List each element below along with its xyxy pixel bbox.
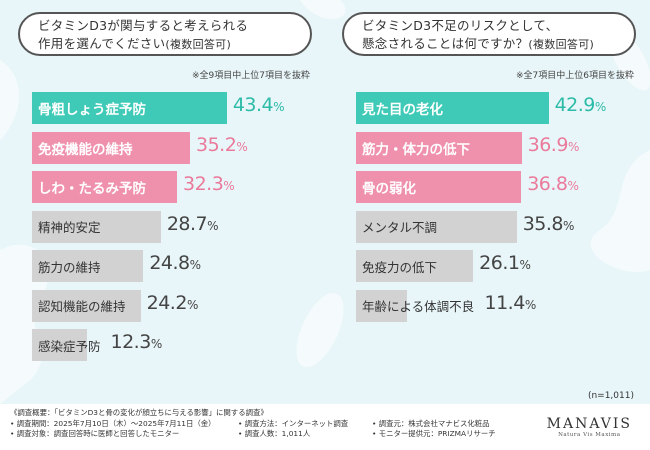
right-bar-value: 26.1% xyxy=(479,252,531,274)
footer-survey-target: • 調査対象：調査回答時に医師と回答したモニター xyxy=(10,429,180,438)
right-bar-value: 36.9% xyxy=(527,133,580,156)
right-title-line1: ビタミンD3不足のリスクとして、 xyxy=(362,18,559,33)
footer-survey-method: • 調査方法：インターネット調査 xyxy=(238,418,349,428)
right-bar: 骨の弱化 xyxy=(356,171,522,203)
logo-subtext: Natura Vis Maxima xyxy=(558,432,621,438)
right-bar-value: 11.4% xyxy=(484,291,537,314)
right-bar-value: 35.8% xyxy=(522,212,575,235)
right-title-line2: 懸念されることは何ですか？ xyxy=(362,36,529,51)
footer-col1: 《調査概要：「ビタミンD3と骨の変化が顔立ちに与える影響」に関する調査》 • 調… xyxy=(10,408,268,440)
left-title-suffix: (複数回答可) xyxy=(165,38,232,51)
footer-col2: • 調査方法：インターネット調査 • 調査人数：1,011人 xyxy=(238,419,348,440)
left-bar: 筋力の維持 xyxy=(32,250,144,282)
left-bar-label: 筋力の維持 xyxy=(38,259,101,275)
left-panel: ビタミンD3が関与すると考えられる 作用を選んでください(複数回答可) ※全9項… xyxy=(18,0,318,392)
footer-survey-title: 《調査概要：「ビタミンD3と骨の変化が顔立ちに与える影響」に関する調査》 xyxy=(10,408,268,417)
left-bar-value: 24.2% xyxy=(146,291,199,314)
right-bar: 筋力・体力の低下 xyxy=(356,131,522,164)
left-bar-value: 35.2% xyxy=(196,133,248,156)
right-title: ビタミンD3不足のリスクとして、 懸念されることは何ですか？(複数回答可) xyxy=(342,12,636,56)
left-bar-label: 骨粗しょう症予防 xyxy=(38,102,146,118)
right-bar-value: 36.8% xyxy=(527,173,579,195)
left-bar: 認知機能の維持 xyxy=(32,289,141,322)
left-bar-label: しわ・たるみ予防 xyxy=(38,181,146,197)
left-bar: 骨粗しょう症予防 xyxy=(32,92,227,124)
left-title: ビタミンD3が関与すると考えられる 作用を選んでください(複数回答可) xyxy=(18,12,312,56)
footer-survey-count: • 調査人数：1,011人 xyxy=(238,429,311,438)
right-bar-label: メンタル不調 xyxy=(362,220,438,235)
right-bar: 見た目の老化 xyxy=(356,92,549,124)
right-bar: 年齢による体調不良 xyxy=(356,289,474,322)
left-bar-label: 感染症予防 xyxy=(38,338,101,354)
left-bar: 免疫機能の維持 xyxy=(32,131,190,164)
left-bar: 感染症予防 xyxy=(32,329,101,361)
left-bar-label: 免疫機能の維持 xyxy=(38,141,133,158)
footer-survey-period: • 調査期間：2025年7月10日（木）〜2025年7月11日（金） xyxy=(10,418,216,428)
right-bar-value: 42.9% xyxy=(554,94,607,116)
logo-text: MANAVIS xyxy=(546,416,632,432)
left-note: ※全9項目中上位7項目を抜粋 xyxy=(192,71,310,81)
left-title-line1: ビタミンD3が関与すると考えられる xyxy=(38,18,249,33)
footer-survey-source: • 調査元：株式会社マナビス化粧品 xyxy=(372,418,490,428)
left-bar-value: 24.8% xyxy=(149,252,201,274)
left-bar-value: 32.3% xyxy=(182,173,235,195)
footer: 《調査概要：「ビタミンD3と骨の変化が顔立ちに与える影響」に関する調査》 • 調… xyxy=(0,404,650,450)
left-bar-label: 認知機能の維持 xyxy=(38,299,126,314)
right-bar: メンタル不調 xyxy=(356,210,517,243)
left-title-line2: 作用を選んでください xyxy=(38,36,166,51)
right-bar-label: 筋力・体力の低下 xyxy=(362,141,470,158)
left-bar-value: 43.4% xyxy=(232,94,285,116)
left-bar-value: 28.7% xyxy=(166,212,219,235)
left-bar: しわ・たるみ予防 xyxy=(32,171,177,203)
footer-monitor-provider: • モニター提供元：PRIZMAリサーチ xyxy=(372,429,496,438)
sample-size-label: (n=1,011) xyxy=(587,391,634,401)
right-bar-label: 見た目の老化 xyxy=(362,102,443,118)
right-panel: ビタミンD3不足のリスクとして、 懸念されることは何ですか？(複数回答可) ※全… xyxy=(342,0,642,401)
manavis-logo: MANAVIS Natura Vis Maxima xyxy=(547,416,632,438)
right-title-suffix: (複数回答可) xyxy=(528,38,595,51)
right-bar: 免疫力の低下 xyxy=(356,250,474,282)
left-bar-label: 精神的安定 xyxy=(38,220,101,235)
background-decoration xyxy=(0,0,650,404)
right-bar-label: 骨の弱化 xyxy=(362,181,416,197)
left-bar: 精神的安定 xyxy=(32,210,161,243)
right-bar-label: 免疫力の低下 xyxy=(362,259,438,275)
left-bar-value: 12.3% xyxy=(110,331,163,353)
right-note: ※全7項目中上位6項目を抜粋 xyxy=(516,71,634,81)
footer-col3: • 調査元：株式会社マナビス化粧品 • モニター提供元：PRIZMAリサーチ xyxy=(372,419,496,440)
right-bar-label: 年齢による体調不良 xyxy=(362,299,475,314)
